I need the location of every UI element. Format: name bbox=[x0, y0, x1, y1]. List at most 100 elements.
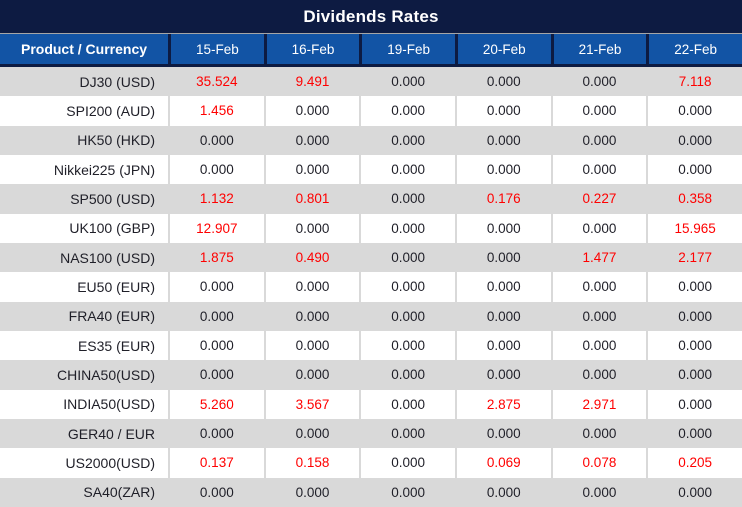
value-cell: 0.000 bbox=[359, 125, 455, 155]
value-cell: 0.000 bbox=[550, 418, 647, 449]
value-cell: 0.227 bbox=[550, 184, 647, 214]
value-cell: 2.971 bbox=[550, 389, 647, 419]
table-row: NAS100 (USD) 1.875 0.490 0.000 0.000 1.477 2.1… bbox=[0, 242, 742, 273]
product-cell: Nikkei225 (JPN) bbox=[53, 161, 155, 178]
value-cell: 0.000 bbox=[359, 272, 455, 302]
value-cell: 0.000 bbox=[168, 272, 264, 302]
value-cell: 0.000 bbox=[646, 477, 742, 507]
table-row: US2000(USD) 0.137 0.158 0.000 0.069 0.078 0.20… bbox=[0, 448, 742, 478]
product-cell: NAS100 (USD) bbox=[60, 249, 155, 266]
value-cell: 0.000 bbox=[263, 301, 360, 331]
product-cell: INDIA50(USD) bbox=[63, 396, 155, 413]
value-cell: 0.000 bbox=[359, 242, 455, 273]
column-header-date-4: 20-Feb bbox=[454, 34, 551, 67]
value-cell: 0.000 bbox=[359, 418, 455, 449]
value-cell: 0.000 bbox=[550, 213, 647, 243]
value-cell: 1.132 bbox=[168, 184, 264, 214]
table-row: ES35 (EUR) 0.000 0.000 0.000 0.000 0.000 0.000 bbox=[0, 330, 742, 361]
product-cell: SA40(ZAR) bbox=[83, 484, 155, 501]
value-cell: 0.000 bbox=[359, 330, 455, 361]
value-cell: 9.491 bbox=[263, 67, 360, 97]
value-cell: 35.524 bbox=[168, 67, 264, 97]
product-cell: SP500 (USD) bbox=[70, 190, 155, 207]
value-cell: 0.000 bbox=[454, 125, 551, 155]
value-cell: 0.000 bbox=[168, 418, 264, 449]
product-cell: GER40 / EUR bbox=[67, 425, 155, 442]
rates-table: Product / Currency 15-Feb 16-Feb 19-Feb … bbox=[0, 34, 742, 507]
value-cell: 0.000 bbox=[168, 360, 264, 390]
value-cell: 0.000 bbox=[646, 125, 742, 155]
value-cell: 0.000 bbox=[454, 67, 551, 97]
column-header-date-6: 22-Feb bbox=[646, 34, 742, 67]
table-header: Product / Currency 15-Feb 16-Feb 19-Feb … bbox=[0, 34, 742, 67]
value-cell: 0.000 bbox=[454, 213, 551, 243]
product-cell: EU50 (EUR) bbox=[77, 278, 155, 295]
value-cell: 0.000 bbox=[168, 330, 264, 361]
table-row: FRA40 (EUR) 0.000 0.000 0.000 0.000 0.000 0.00… bbox=[0, 301, 742, 331]
value-cell: 0.000 bbox=[263, 272, 360, 302]
value-cell: 0.000 bbox=[454, 360, 551, 390]
value-cell: 0.000 bbox=[550, 154, 647, 185]
value-cell: 0.000 bbox=[454, 477, 551, 507]
value-cell: 0.000 bbox=[646, 330, 742, 361]
value-cell: 0.000 bbox=[359, 301, 455, 331]
product-cell: FRA40 (EUR) bbox=[68, 308, 155, 325]
value-cell: 12.907 bbox=[168, 213, 264, 243]
value-cell: 0.000 bbox=[646, 96, 742, 126]
value-cell: 0.000 bbox=[263, 154, 360, 185]
value-cell: 1.456 bbox=[168, 96, 264, 126]
column-header-date-3: 19-Feb bbox=[359, 34, 455, 67]
value-cell: 0.000 bbox=[263, 213, 360, 243]
value-cell: 0.000 bbox=[168, 301, 264, 331]
table-row: SP500 (USD) 1.132 0.801 0.000 0.176 0.227 0.35… bbox=[0, 184, 742, 214]
value-cell: 0.490 bbox=[263, 242, 360, 273]
value-cell: 5.260 bbox=[168, 389, 264, 419]
value-cell: 0.000 bbox=[263, 330, 360, 361]
value-cell: 0.000 bbox=[454, 272, 551, 302]
value-cell: 0.000 bbox=[359, 96, 455, 126]
value-cell: 2.177 bbox=[646, 242, 742, 273]
value-cell: 15.965 bbox=[646, 213, 742, 243]
value-cell: 0.000 bbox=[454, 96, 551, 126]
column-header-date-2: 16-Feb bbox=[263, 34, 360, 67]
value-cell: 0.000 bbox=[263, 96, 360, 126]
value-cell: 0.000 bbox=[454, 242, 551, 273]
product-cell: HK50 (HKD) bbox=[77, 132, 155, 149]
value-cell: 0.000 bbox=[263, 418, 360, 449]
value-cell: 0.000 bbox=[359, 154, 455, 185]
column-header-date-1: 15-Feb bbox=[168, 34, 264, 67]
value-cell: 1.477 bbox=[550, 242, 647, 273]
value-cell: 0.000 bbox=[168, 477, 264, 507]
column-header-product: Product / Currency bbox=[0, 34, 168, 67]
value-cell: 0.000 bbox=[263, 125, 360, 155]
value-cell: 0.358 bbox=[646, 184, 742, 214]
value-cell: 0.000 bbox=[454, 330, 551, 361]
product-cell: ES35 (EUR) bbox=[77, 337, 155, 354]
value-cell: 0.000 bbox=[359, 477, 455, 507]
header-row: Product / Currency 15-Feb 16-Feb 19-Feb … bbox=[0, 34, 742, 67]
table-row: GER40 / EUR 0.000 0.000 0.000 0.000 0.000 0.00… bbox=[0, 418, 742, 449]
page-title: Dividends Rates bbox=[0, 0, 742, 34]
value-cell: 0.000 bbox=[646, 360, 742, 390]
value-cell: 0.000 bbox=[359, 389, 455, 419]
table-row: CHINA50(USD) 0.000 0.000 0.000 0.000 0.000 0.0… bbox=[0, 360, 742, 390]
value-cell: 0.158 bbox=[263, 448, 360, 478]
table-row: SA40(ZAR) 0.000 0.000 0.000 0.000 0.000 0.000 bbox=[0, 477, 742, 507]
product-cell: DJ30 (USD) bbox=[79, 73, 155, 90]
value-cell: 0.000 bbox=[550, 301, 647, 331]
value-cell: 0.000 bbox=[263, 477, 360, 507]
value-cell: 0.000 bbox=[168, 154, 264, 185]
value-cell: 0.000 bbox=[646, 389, 742, 419]
value-cell: 0.000 bbox=[550, 96, 647, 126]
product-cell: CHINA50(USD) bbox=[56, 366, 155, 383]
value-cell: 0.176 bbox=[454, 184, 551, 214]
value-cell: 2.875 bbox=[454, 389, 551, 419]
value-cell: 0.000 bbox=[359, 448, 455, 478]
table-row: Nikkei225 (JPN) 0.000 0.000 0.000 0.000 0.000… bbox=[0, 154, 742, 185]
table-row: UK100 (GBP) 12.907 0.000 0.000 0.000 0.000 15.… bbox=[0, 213, 742, 243]
value-cell: 0.000 bbox=[359, 184, 455, 214]
value-cell: 0.000 bbox=[550, 125, 647, 155]
table-row: HK50 (HKD) 0.000 0.000 0.000 0.000 0.000 0.000 bbox=[0, 125, 742, 155]
value-cell: 0.078 bbox=[550, 448, 647, 478]
product-cell: US2000(USD) bbox=[65, 454, 155, 471]
